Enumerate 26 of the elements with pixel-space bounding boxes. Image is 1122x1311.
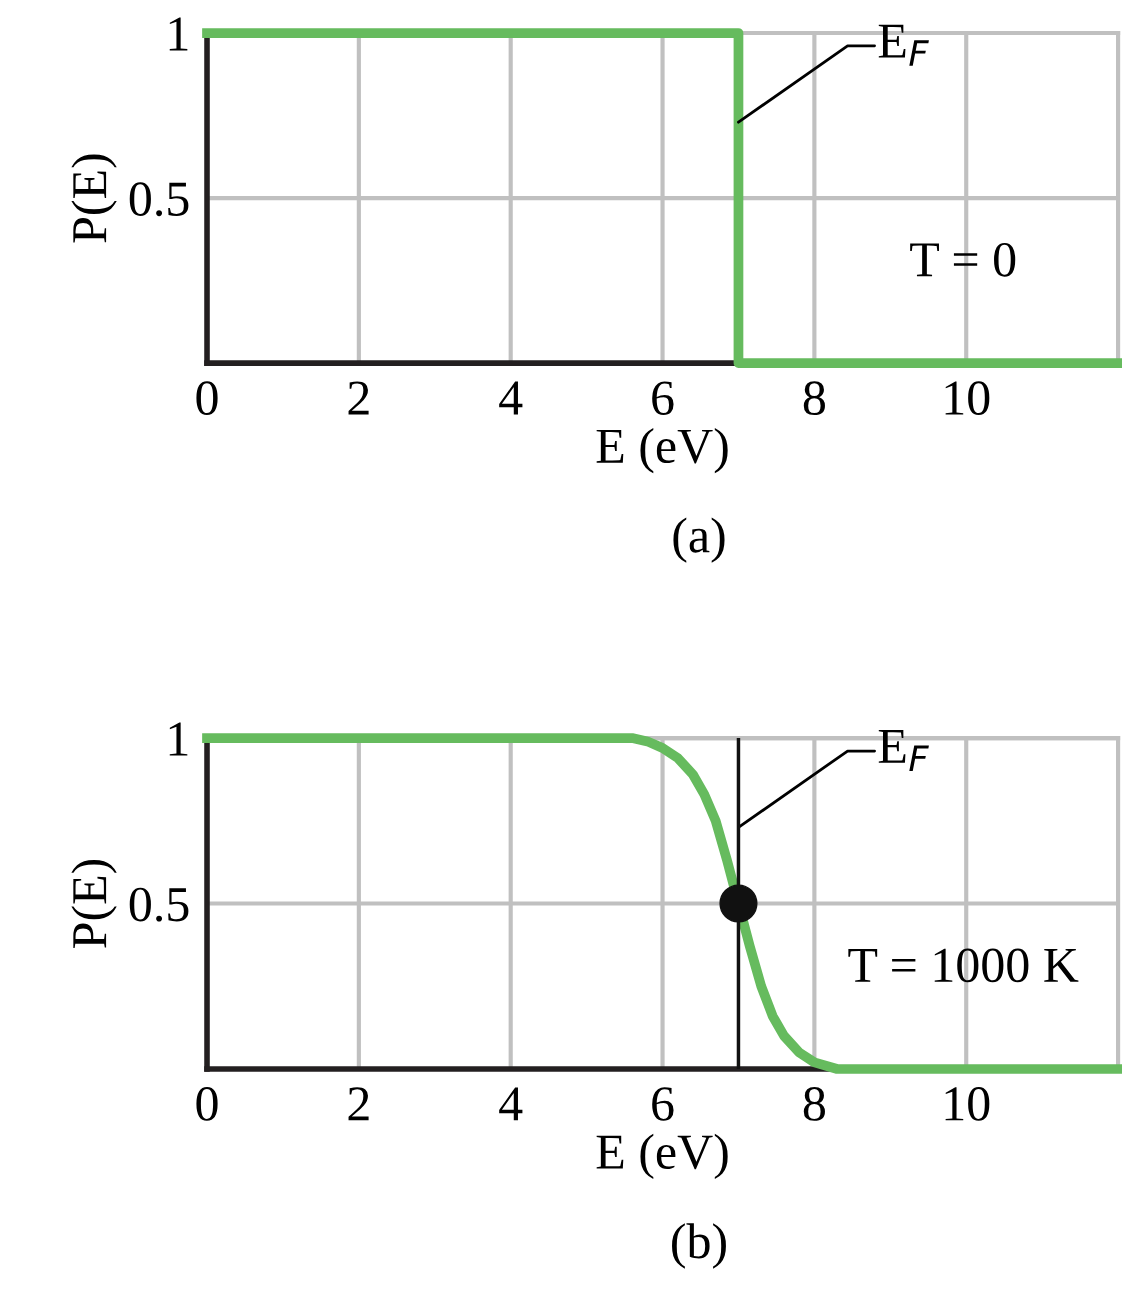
y-axis-title: P(E) bbox=[71, 154, 117, 243]
x-tick-label: 10 bbox=[945, 1087, 990, 1121]
x-tick-label: 2 bbox=[348, 1087, 369, 1121]
x-axis-title: E (eV) bbox=[596, 427, 728, 474]
ref-line-label: E$_{F}$ bbox=[878, 730, 929, 772]
x-tick-label: 2 bbox=[348, 381, 369, 415]
x-tick-label: 8 bbox=[803, 1087, 825, 1121]
x-tick-label: 6 bbox=[652, 381, 674, 415]
y-tick-label: 0.5 bbox=[129, 887, 189, 922]
text: (b) bbox=[672, 1223, 726, 1269]
x-tick-label: 0 bbox=[196, 381, 218, 415]
annotation: T = 0 bbox=[910, 242, 1016, 277]
annotation: T = 1000 K bbox=[848, 948, 1079, 983]
y-tick-label: 0.5 bbox=[129, 182, 189, 217]
y-tick-label: 1 bbox=[169, 722, 188, 756]
x-tick-label: 4 bbox=[499, 381, 523, 415]
x-tick-label: 6 bbox=[652, 1087, 674, 1121]
x-tick-label: 0 bbox=[196, 1087, 218, 1121]
text: (a) bbox=[673, 517, 725, 563]
y-tick-label: 1 bbox=[169, 17, 188, 51]
x-tick-label: 10 bbox=[945, 381, 990, 415]
x-tick-label: 8 bbox=[803, 381, 825, 415]
annotation: E$_{F}$ bbox=[878, 24, 929, 66]
x-axis-title: E (eV) bbox=[596, 1133, 728, 1180]
x-tick-label: 4 bbox=[499, 1087, 523, 1121]
y-axis-title: P(E) bbox=[71, 859, 117, 948]
